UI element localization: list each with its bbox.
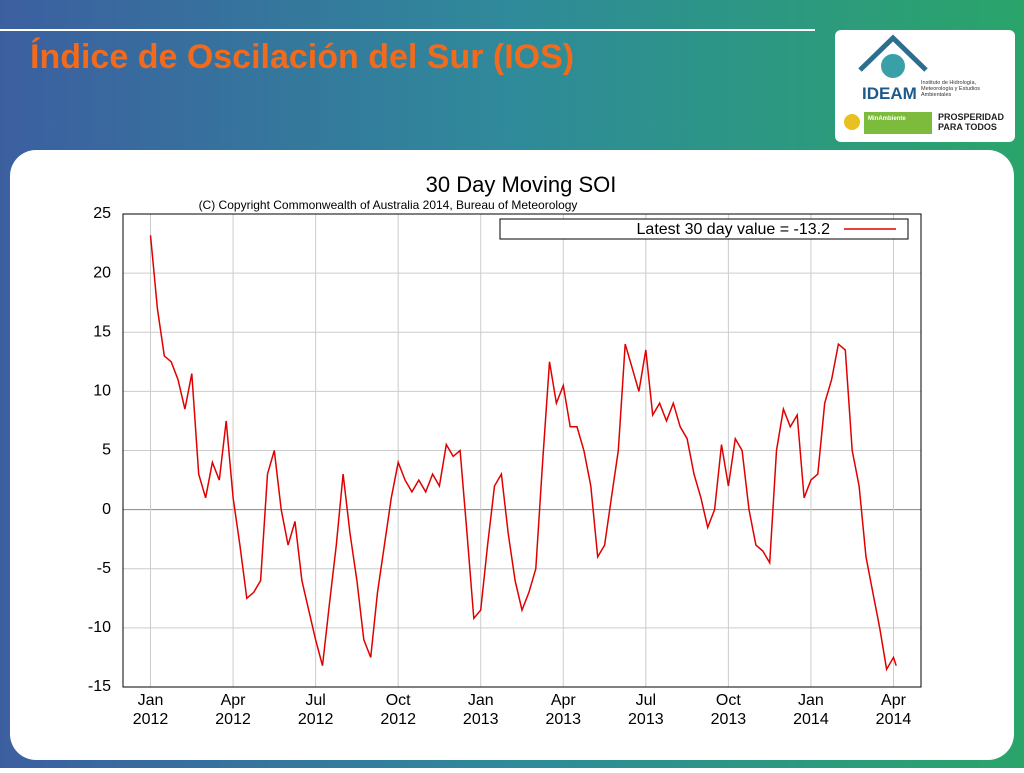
emblem bbox=[844, 114, 860, 130]
y-tick-label: 5 bbox=[102, 442, 111, 459]
x-tick-label: Jul 2012 bbox=[298, 692, 334, 728]
x-tick-label: Apr 2013 bbox=[545, 692, 581, 728]
logo-name: IDEAM bbox=[862, 84, 917, 103]
plot-frame bbox=[122, 213, 922, 688]
x-tick-label: Apr 2014 bbox=[876, 692, 912, 728]
y-tick-label: 20 bbox=[93, 264, 111, 281]
legend-label: Latest 30 day value = -13.2 bbox=[637, 221, 831, 238]
ministry: MinAmbiente bbox=[868, 116, 906, 122]
y-tick-label: 25 bbox=[93, 205, 111, 222]
series-line bbox=[149, 235, 897, 672]
x-tick-label: Apr 2012 bbox=[215, 692, 251, 728]
chart: 30 Day Moving SOI (C) Copyright Commonwe… bbox=[88, 172, 922, 728]
logo-swirl bbox=[881, 54, 905, 78]
logo-text: Instituto de Hidrología, Meteorología y … bbox=[921, 80, 981, 98]
x-tick-label: Jan 2014 bbox=[793, 692, 829, 728]
y-tick-label: 10 bbox=[93, 383, 111, 400]
logo-text-box: Instituto de Hidrología, Meteorología y … bbox=[921, 80, 981, 98]
chart-title: 30 Day Moving SOI bbox=[426, 172, 617, 197]
y-tick-label: -15 bbox=[88, 678, 111, 695]
y-tick-label: 0 bbox=[102, 501, 111, 518]
motto: PROSPERIDAD PARA TODOS bbox=[938, 112, 1005, 132]
slide-title: Índice de Oscilación del Sur (IOS) bbox=[30, 38, 574, 76]
motto-box: PROSPERIDAD PARA TODOS bbox=[938, 112, 1005, 132]
x-tick-label: Jan 2012 bbox=[133, 692, 169, 728]
y-tick-label: -10 bbox=[88, 619, 111, 636]
y-tick-label: -5 bbox=[97, 560, 111, 577]
logo-roof bbox=[858, 34, 928, 72]
legend-box bbox=[499, 218, 909, 240]
y-tick-label: 15 bbox=[93, 323, 111, 340]
ministry-badge bbox=[864, 112, 932, 134]
x-tick-label: Oct 2013 bbox=[711, 692, 747, 728]
x-tick-label: Oct 2012 bbox=[380, 692, 416, 728]
x-tick-label: Jul 2013 bbox=[628, 692, 664, 728]
x-tick-label: Jan 2013 bbox=[463, 692, 499, 728]
chart-subtitle: (C) Copyright Commonwealth of Australia … bbox=[199, 198, 578, 212]
